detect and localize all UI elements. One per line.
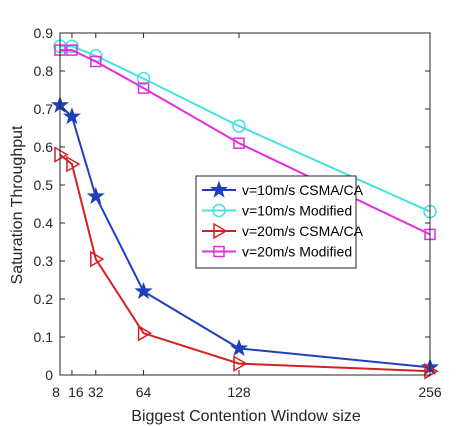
data-point <box>65 39 79 54</box>
x-tick-label: 64 <box>136 384 152 400</box>
series-line <box>60 45 431 213</box>
y-tick-label: 0.6 <box>34 139 54 155</box>
x-tick-label: 256 <box>418 384 442 400</box>
legend-item: v=20m/s CSMA/CA <box>202 222 364 240</box>
y-tick-label: 0.4 <box>34 215 54 231</box>
legend-label: v=20m/s Modified <box>242 244 352 260</box>
series-3 <box>54 146 439 380</box>
legend-marker <box>213 245 225 258</box>
y-tick-label: 0.9 <box>34 25 54 41</box>
legend-item: v=10m/s CSMA/CA <box>202 180 364 198</box>
data-point <box>137 324 153 342</box>
y-tick-label: 0.8 <box>34 63 54 79</box>
data-point <box>90 55 102 68</box>
y-tick-label: 0.7 <box>34 101 54 117</box>
legend-label: v=10m/s Modified <box>242 203 352 219</box>
legend-item: v=20m/s Modified <box>202 244 352 260</box>
data-point <box>90 250 105 268</box>
data-point <box>54 146 69 163</box>
data-point <box>232 119 246 133</box>
axes: 0 0.1 0.2 0.3 0.4 0.5 0.6 0.7 0.8 0.9 8 16 32 64 128 25… <box>34 25 442 400</box>
x-axis-label: Biggest Contention Window size <box>131 408 361 425</box>
data-point <box>66 155 81 173</box>
data-point <box>424 362 439 380</box>
axes-frame <box>59 32 431 376</box>
legend-box <box>195 175 357 269</box>
y-tick-label: 0 <box>45 367 53 383</box>
x-tick-label: 16 <box>68 384 84 400</box>
legend: v=10m/s CSMA/CA v=10m/s Modified v=20m/s C… <box>195 175 364 269</box>
data-point <box>233 355 248 372</box>
y-tick-label: 0.1 <box>34 329 54 345</box>
series-line <box>60 49 431 236</box>
data-point <box>136 71 151 86</box>
legend-marker <box>212 203 226 218</box>
legend-marker <box>209 180 229 198</box>
data-point <box>233 137 245 149</box>
data-point <box>62 107 81 125</box>
data-point <box>229 338 249 357</box>
y-tick-label: 0.2 <box>34 291 54 307</box>
x-tick-label: 32 <box>88 384 104 400</box>
series-line <box>59 153 431 373</box>
legend-marker <box>213 222 228 240</box>
legend-label: v=10m/s CSMA/CA <box>242 182 364 198</box>
y-tick-label: 0.5 <box>34 177 54 193</box>
data-point <box>66 44 78 56</box>
y-axis-label: Saturation Throughput <box>9 125 26 284</box>
y-tick-label: 0.3 <box>34 253 54 269</box>
x-tick-label: 8 <box>52 384 60 400</box>
data-point <box>86 186 105 205</box>
x-tick-label: 128 <box>227 384 251 400</box>
legend-item: v=10m/s Modified <box>202 203 352 219</box>
data-point <box>134 281 153 300</box>
data-point <box>137 82 150 94</box>
legend-label: v=20m/s CSMA/CA <box>242 223 364 239</box>
